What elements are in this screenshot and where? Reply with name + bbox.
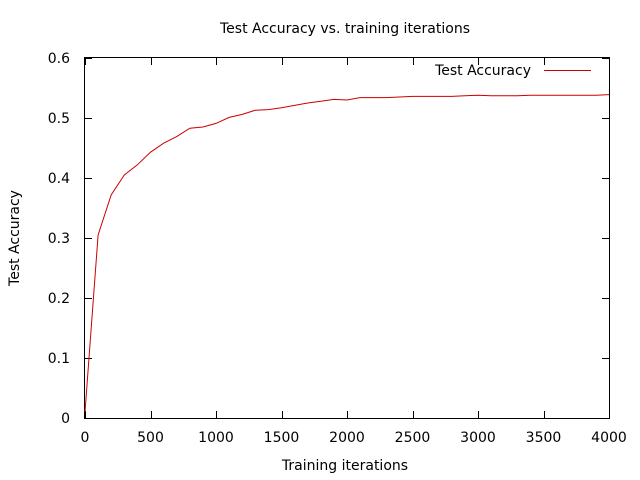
- x-axis-label: Training iterations: [281, 458, 408, 474]
- x-tick-label: 1500: [264, 430, 300, 446]
- y-tick-label: 0: [61, 411, 70, 427]
- series-line-test-accuracy: [84, 94, 610, 413]
- x-tick-label: 4000: [591, 430, 627, 446]
- y-tick-label: 0.6: [48, 51, 70, 67]
- legend: Test Accuracy: [434, 63, 591, 79]
- legend-label: Test Accuracy: [434, 63, 531, 79]
- plot-frame: [84, 57, 610, 419]
- x-tick-label: 3500: [526, 430, 562, 446]
- axis-tick-labels: 0 500 1000 1500 2000 2500 3000 3500 4000 0 0.1 0.2 0…: [48, 51, 627, 446]
- x-tick-label: 0: [81, 430, 90, 446]
- x-tick-label: 2000: [329, 430, 365, 446]
- x-tick-label: 2500: [395, 430, 431, 446]
- y-axis-label: Test Accuracy: [7, 190, 23, 287]
- axis-ticks: [85, 58, 610, 419]
- y-tick-label: 0.4: [48, 171, 70, 187]
- x-tick-label: 1000: [198, 430, 234, 446]
- x-tick-label: 3000: [460, 430, 496, 446]
- y-tick-label: 0.3: [48, 231, 70, 247]
- y-tick-label: 0.5: [48, 111, 70, 127]
- y-tick-label: 0.2: [48, 291, 70, 307]
- series-layer: [84, 94, 610, 413]
- y-tick-label: 0.1: [48, 351, 70, 367]
- x-tick-label: 500: [137, 430, 164, 446]
- chart-title: Test Accuracy vs. training iterations: [219, 21, 470, 37]
